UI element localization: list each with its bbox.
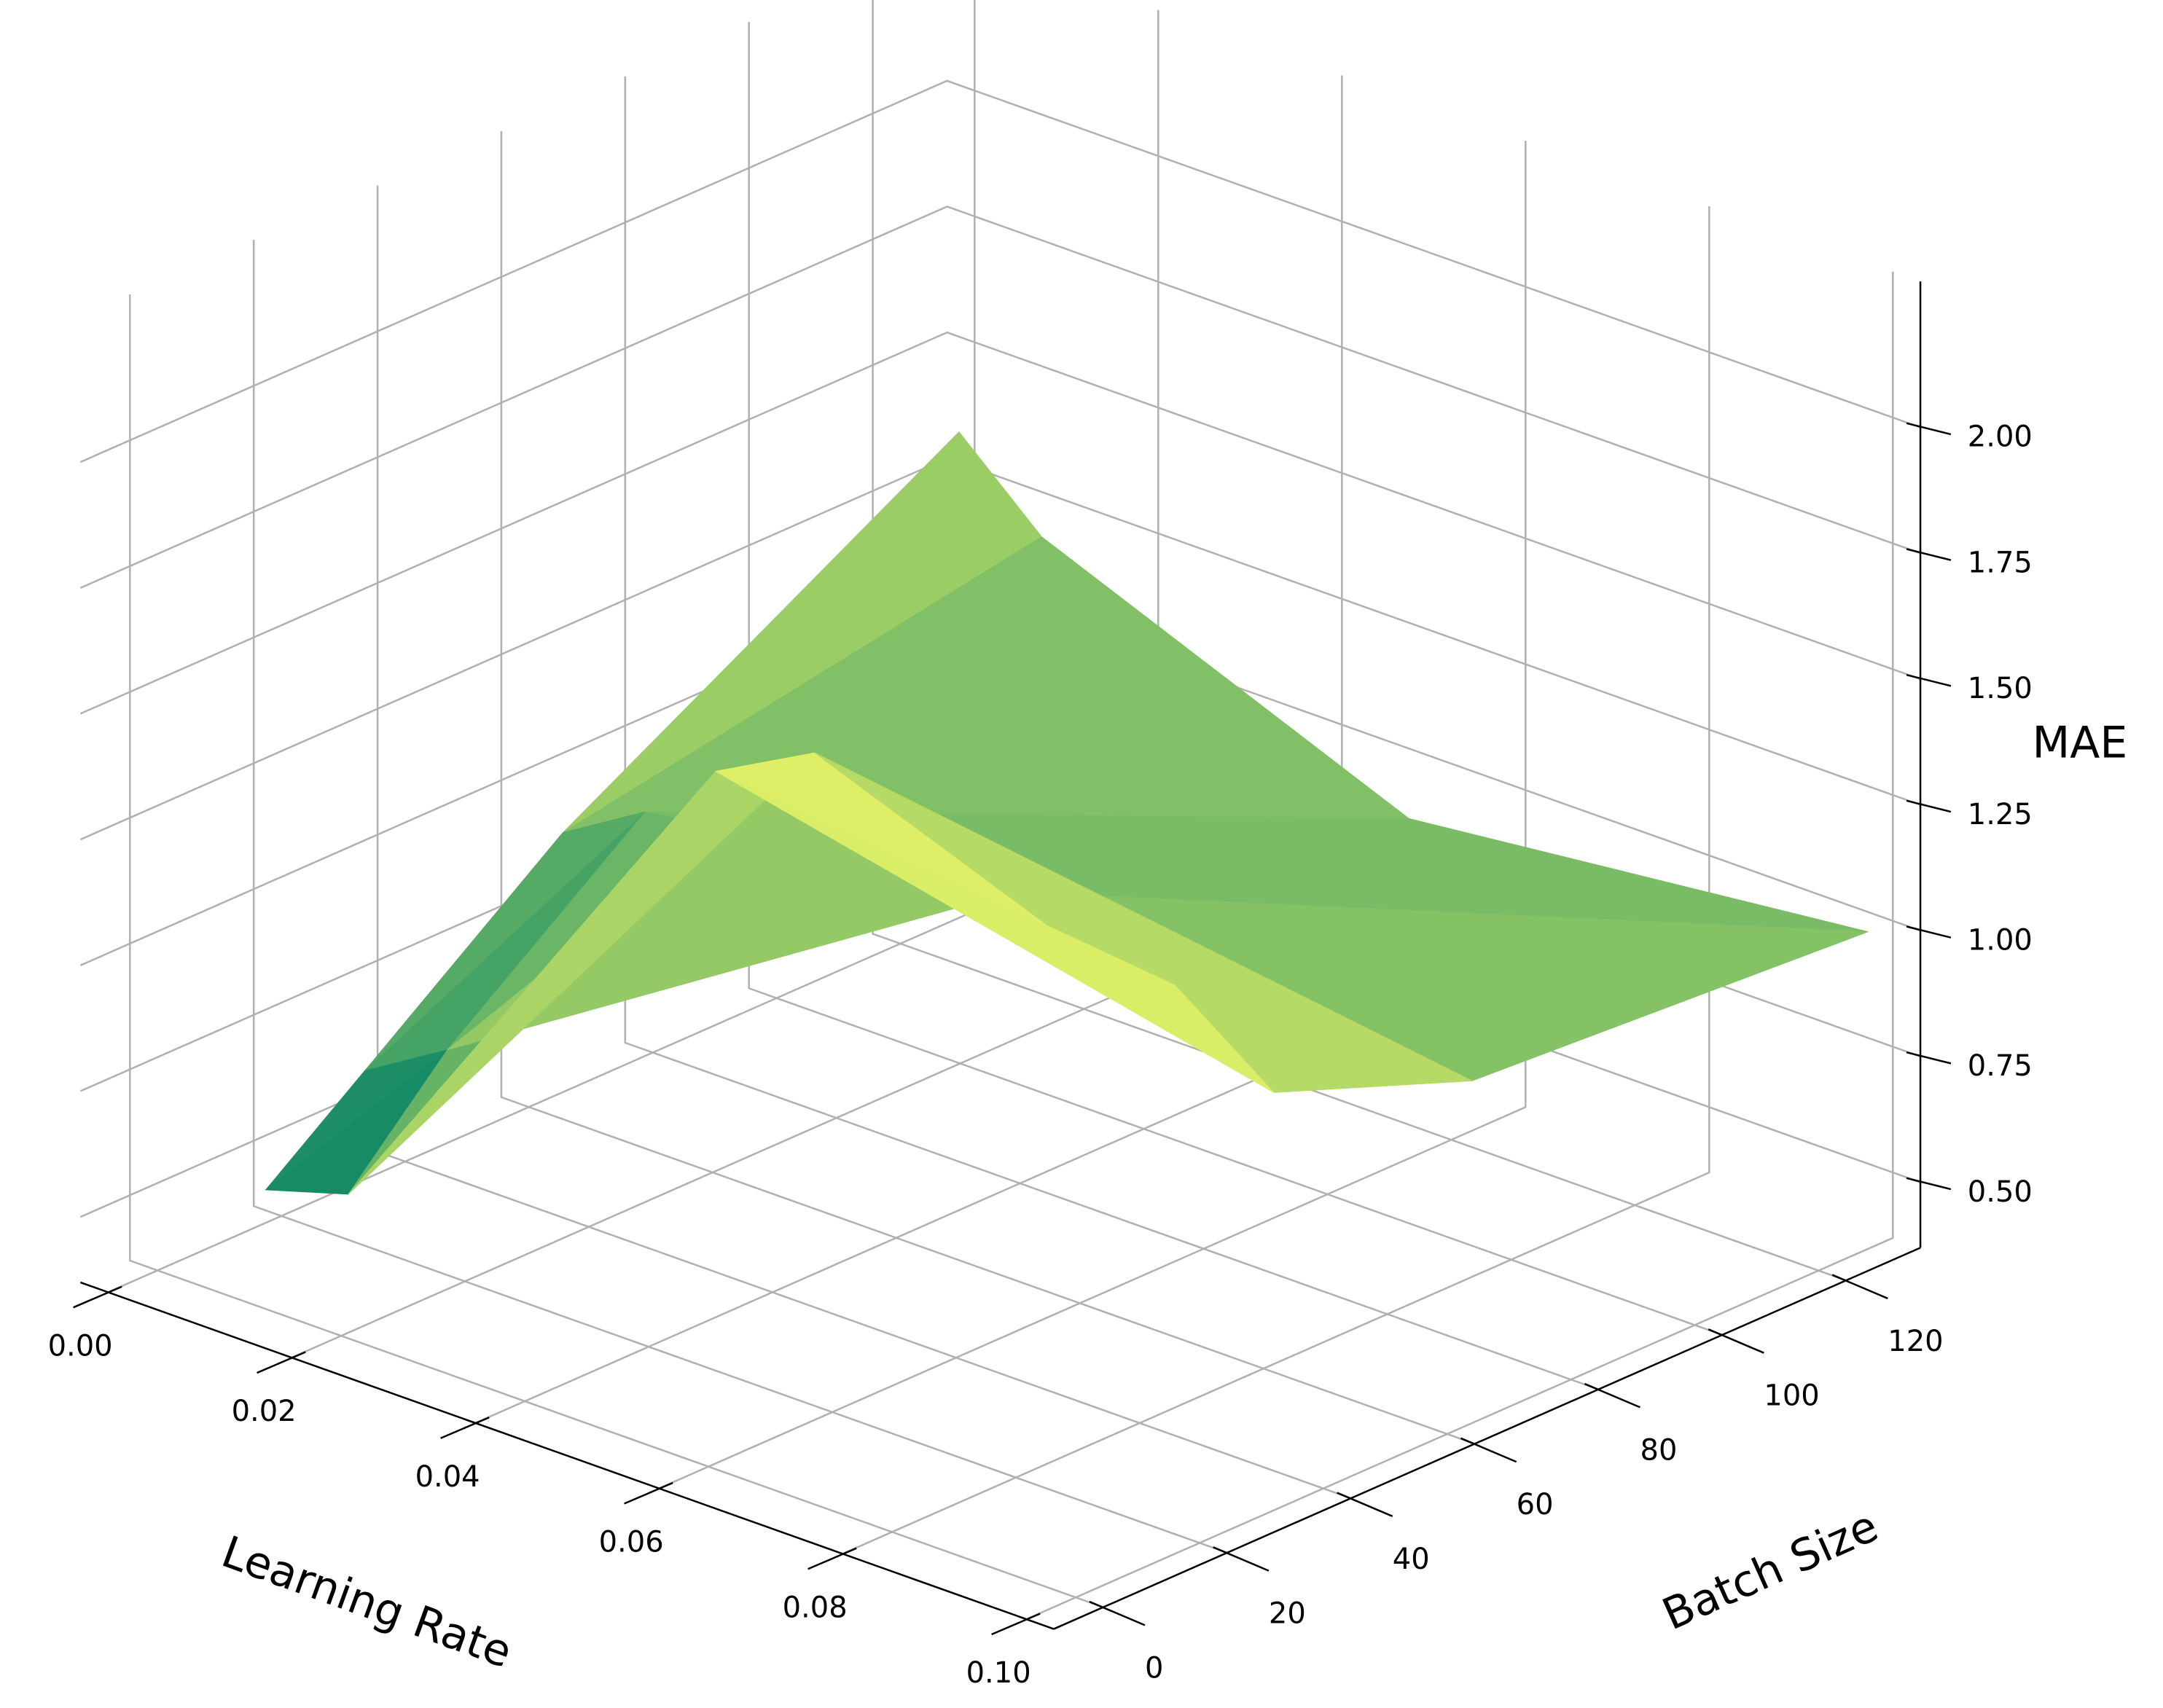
- z-tick-label: 1.00: [1968, 923, 2033, 957]
- z-tick: [1906, 548, 1952, 561]
- x-axis-label: Learning Rate: [215, 1527, 518, 1678]
- x-tick: [257, 1351, 306, 1374]
- z-tick: [1906, 1177, 1952, 1191]
- x-tick: [440, 1417, 490, 1439]
- y-tick-label: 100: [1764, 1379, 1819, 1413]
- x-tick: [624, 1481, 673, 1505]
- z-tick: [1906, 422, 1952, 436]
- x-tick-label: 0.08: [783, 1591, 848, 1624]
- y-tick: [1708, 1328, 1764, 1354]
- x-tick: [991, 1613, 1041, 1636]
- x-tick-label: 0.04: [415, 1460, 480, 1494]
- z-tick: [1906, 799, 1952, 813]
- y-tick-label: 0: [1145, 1651, 1163, 1685]
- x-tick: [807, 1547, 857, 1570]
- y-tick-label: 120: [1888, 1325, 1943, 1358]
- grid-line: [79, 79, 1921, 463]
- y-tick: [1831, 1274, 1888, 1300]
- y-tick: [1584, 1382, 1640, 1409]
- x-tick-label: 0.06: [599, 1526, 664, 1559]
- grid-line: [748, 22, 1723, 1336]
- grid-line: [500, 130, 1476, 1445]
- grid-line: [129, 294, 1104, 1608]
- surface: [265, 431, 1869, 1195]
- surface-face: [715, 771, 1275, 1093]
- y-axis-label: Batch Size: [1655, 1500, 1885, 1640]
- z-tick: [1906, 673, 1952, 687]
- surface-face: [814, 752, 1474, 1093]
- y-tick: [1337, 1492, 1393, 1518]
- z-tick: [1906, 1051, 1952, 1065]
- z-tick-label: 0.75: [1968, 1049, 2033, 1083]
- y-tick-label: 40: [1393, 1543, 1430, 1576]
- y-axis-line: [1053, 1247, 1921, 1630]
- x-axis-line: [79, 1281, 1055, 1630]
- y-tick-label: 60: [1517, 1488, 1554, 1521]
- grid-line: [252, 240, 1228, 1554]
- y-tick: [1213, 1546, 1270, 1572]
- z-tick-label: 1.75: [1968, 546, 2033, 579]
- z-tick-label: 2.00: [1968, 420, 2033, 454]
- x-tick-label: 0.02: [232, 1395, 297, 1428]
- grid-line: [79, 205, 1921, 589]
- x-tick-label: 0.00: [48, 1329, 113, 1363]
- grid-line: [1025, 271, 1894, 1621]
- z-tick: [1906, 925, 1952, 939]
- grid-line: [624, 76, 1599, 1390]
- z-tick-label: 1.50: [1968, 672, 2033, 705]
- y-tick-label: 80: [1640, 1433, 1678, 1467]
- y-tick: [1460, 1437, 1517, 1463]
- x-tick-label: 0.10: [966, 1656, 1031, 1690]
- y-tick-label: 20: [1269, 1597, 1306, 1631]
- y-tick: [1089, 1600, 1146, 1626]
- grid-line: [842, 206, 1710, 1555]
- grid-line: [658, 141, 1527, 1489]
- z-tick-label: 0.50: [1968, 1175, 2033, 1209]
- grid-line: [79, 331, 1921, 715]
- x-tick: [73, 1285, 122, 1309]
- z-tick-label: 1.25: [1968, 798, 2033, 831]
- z-axis-label: MAE: [2033, 717, 2128, 768]
- grid-line: [872, 0, 1847, 1282]
